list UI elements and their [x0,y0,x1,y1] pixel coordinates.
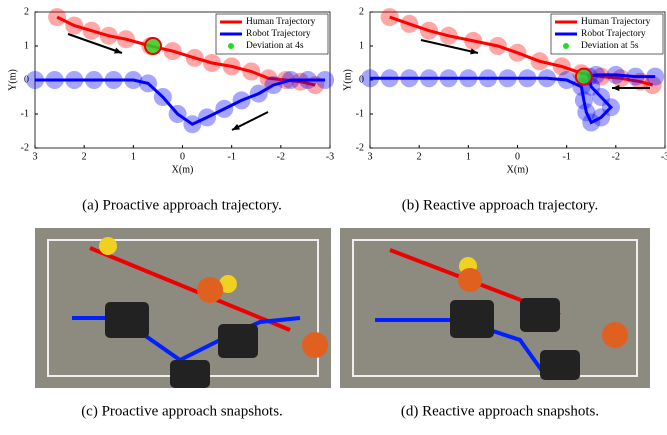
legend-swatch [228,43,234,49]
trajectory-point [381,8,399,26]
trajectory-point [100,27,118,45]
trajectory-point [139,74,157,92]
y-tick-label: 2 [359,6,364,17]
legend-label: Robot Trajectory [581,29,646,39]
trajectory-point [299,71,317,89]
y-tick-label: -1 [356,108,364,119]
legend-label: Human Trajectory [581,17,651,27]
x-tick-label: 1 [131,151,136,162]
trajectory-point [509,44,527,62]
trajectory-point [48,8,66,26]
trajectory-point [538,69,556,87]
trajectory-point [65,71,83,89]
trajectory-point [464,32,482,50]
trajectory-point [531,52,549,70]
x-tick-label: 3 [368,151,373,162]
x-tick-label: 2 [82,151,87,162]
x-tick-label: 2 [417,151,422,162]
trajectory-point [26,71,44,89]
y-tick-label: 1 [24,40,29,51]
deviation-point [576,69,592,85]
trajectory-point [361,69,379,87]
legend-label: Deviation at 5s [581,41,639,51]
arrow-head [114,48,122,54]
trajectory-point [223,57,241,75]
trajectory-point [440,27,458,45]
x-tick-label: -2 [277,151,285,162]
legend-label: Deviation at 4s [246,41,304,51]
figure: (a) Proactive approach trajectory. (b) R… [0,0,667,430]
x-axis-label: X(m) [507,164,529,175]
trajectory-point [518,69,536,87]
trajectory-point [459,69,477,87]
trajectory-point [489,37,507,55]
x-tick-label: 0 [515,151,520,162]
trajectory-point [233,91,251,109]
trajectory-point [83,22,101,40]
trajectory-point [440,69,458,87]
deviation-point [145,38,161,54]
trajectory-point [198,108,216,126]
trajectory-point [316,71,334,89]
y-axis-label: Y(m) [342,69,353,91]
trajectory-point [420,22,438,40]
x-tick-label: -1 [227,151,235,162]
y-tick-label: -2 [356,142,364,153]
page: (a) Proactive approach trajectory. (b) R… [0,0,667,435]
x-tick-label: 0 [180,151,185,162]
legend-label: Human Trajectory [246,17,316,27]
trajectory-point [499,69,517,87]
y-tick-label: 2 [24,6,29,17]
x-axis-label: X(m) [172,164,194,175]
trajectory-point [65,17,83,35]
trajectory-point [105,71,123,89]
trajectory-point [627,68,645,86]
caption: (a) Proactive approach trajectory. [82,197,282,213]
arrow-head [612,85,619,91]
x-tick-label: -3 [661,151,667,162]
trajectory-point [186,49,204,67]
trajectory-point [85,71,103,89]
caption: (d) Reactive approach snapshots. [401,403,599,419]
caption: (c) Proactive approach snapshots. [81,403,283,419]
trajectory-point [607,66,625,84]
trajectory-point [164,42,182,60]
y-tick-label: -1 [21,108,29,119]
y-tick-label: 1 [359,40,364,51]
trajectory-point [117,30,135,48]
photo-c [35,228,331,388]
trajectory-point [154,88,172,106]
trajectory-point [646,68,664,86]
trajectory-point [420,69,438,87]
trajectory-point [215,100,233,118]
trajectory-point [282,71,300,89]
caption: (b) Reactive approach trajectory. [402,197,598,213]
trajectory-point [400,69,418,87]
legend-swatch [563,43,569,49]
y-axis-label: Y(m) [7,69,18,91]
x-tick-label: -1 [562,151,570,162]
trajectory-point [203,54,221,72]
legend-label: Robot Trajectory [246,29,311,39]
trajectory-point [479,69,497,87]
photo-d [340,228,650,388]
trajectory-point [400,15,418,33]
x-tick-label: 1 [466,151,471,162]
trajectory-point [381,69,399,87]
trajectory-point [46,71,64,89]
trajectory-point [264,76,282,94]
x-tick-label: -3 [326,151,334,162]
x-tick-label: 3 [33,151,38,162]
trajectory-point [169,105,187,123]
trajectory-point [242,63,260,81]
x-tick-label: -2 [612,151,620,162]
y-tick-label: -2 [21,142,29,153]
